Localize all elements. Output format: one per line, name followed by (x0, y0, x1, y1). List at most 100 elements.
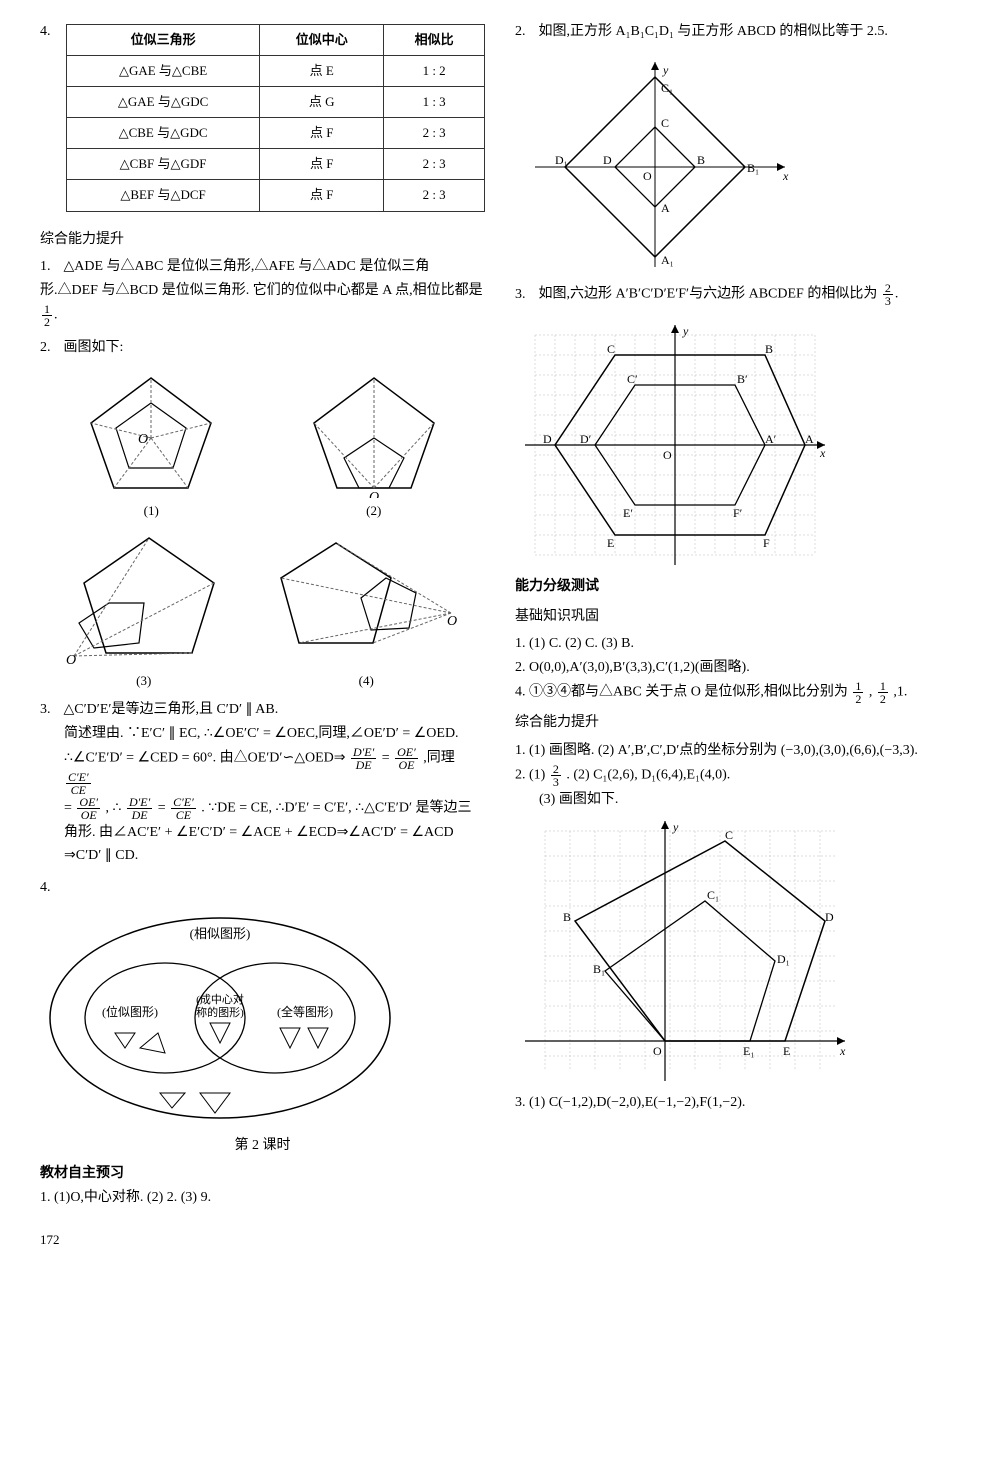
th-1: 位似中心 (260, 25, 384, 56)
svg-text:D: D (603, 153, 612, 167)
svg-text:A₁: A₁ (661, 253, 674, 267)
adv-q1: 1. (1) 画图略. (2) A′,B′,C′,D′点的坐标分别为 (−3,0… (515, 739, 960, 763)
section-教材自主预习: 教材自主预习 (40, 1162, 485, 1186)
q1-fraction: 1 2 (42, 303, 52, 328)
base-q4-f2: 12 (878, 680, 888, 705)
svg-text:D′: D′ (580, 432, 592, 446)
svg-text:B: B (697, 153, 705, 167)
square-figure: y x C₁ C B₁ B D₁ D O A A₁ (515, 52, 960, 282)
th-0: 位似三角形 (67, 25, 260, 56)
svg-text:B₁: B₁ (747, 161, 759, 175)
svg-text:C′: C′ (627, 372, 638, 386)
lesson-title: 第 2 课时 (40, 1134, 485, 1158)
adv-q2c: (3) 画图如下. (515, 788, 960, 812)
r-q3-number: 3. (515, 283, 535, 307)
q3-frac4: OE′OE (77, 796, 100, 821)
pentagon-row-2: O (3) O (4) (40, 528, 485, 692)
svg-text:D: D (543, 432, 552, 446)
svg-text:C₁: C₁ (707, 888, 719, 902)
adv-q2-frac: 23 (551, 763, 561, 788)
q3-line3d: . ∵DE = CE, ∴D′E′ = C′E′, ∴△C′E′D′ 是等边三角… (64, 800, 472, 863)
table-row: △CBE 与△GDC点 F2 : 3 (67, 118, 485, 149)
section-综合能力提升: 综合能力提升 (40, 228, 485, 252)
svg-text:(相似图形): (相似图形) (190, 926, 251, 941)
q4-table-block: 4. 位似三角形 位似中心 相似比 △GAE 与△CBE点 E1 : 2△GAE… (40, 20, 485, 222)
page-number: 172 (40, 1229, 485, 1251)
pentagon-4: O (4) (271, 528, 461, 692)
pentagon-1: O (1) (76, 368, 226, 522)
pentagon-grid-figure: y x C C₁ B D B₁ D₁ O E₁ E (515, 811, 960, 1091)
q3-frac6: C′E′CE (171, 796, 196, 821)
svg-text:O: O (66, 653, 76, 668)
r-q2-text: 如图,正方形 A₁B₁C₁D₁ 与正方形 ABCD 的相似比等于 2.5. (539, 24, 888, 39)
fig-label-3: (3) (64, 670, 224, 692)
base-q4: 4. ①③④都与△ABC 关于点 O 是位似形,相似比分别为 12 , 12 ,… (515, 680, 960, 705)
svg-text:A: A (805, 432, 814, 446)
q2-text: 画图如下: (64, 340, 124, 355)
venn-diagram: (相似图形) (位似图形) (成中心对 称的图形) (全等图形) (40, 908, 485, 1128)
left-q4-venn: 4. (40, 876, 485, 900)
svg-text:E₁: E₁ (743, 1044, 755, 1058)
preview-q1: 1. (1)O,中心对称. (2) 2. (3) 9. (40, 1186, 485, 1210)
svg-text:x: x (782, 169, 789, 183)
adv-q3: 3. (1) C(−1,2),D(−2,0),E(−1,−2),F(1,−2). (515, 1091, 960, 1115)
svg-text:B′: B′ (737, 372, 748, 386)
svg-text:F: F (763, 536, 770, 550)
svg-text:x: x (819, 446, 826, 460)
svg-text:D₁: D₁ (555, 153, 568, 167)
svg-text:C: C (607, 342, 615, 356)
svg-text:(全等图形): (全等图形) (277, 1004, 333, 1019)
r-q2-number: 2. (515, 20, 535, 44)
svg-text:B: B (765, 342, 773, 356)
svg-text:(位似图形): (位似图形) (102, 1004, 158, 1019)
right-q2: 2. 如图,正方形 A₁B₁C₁D₁ 与正方形 ABCD 的相似比等于 2.5. (515, 20, 960, 44)
fig-label-4: (4) (271, 670, 461, 692)
svg-text:y: y (672, 820, 679, 834)
svg-text:A: A (661, 201, 670, 215)
svg-text:B: B (563, 910, 571, 924)
svg-text:C: C (725, 828, 733, 842)
q3-frac3: C′E′CE (66, 771, 91, 796)
q1-text: △ADE 与△ABC 是位似三角形,△AFE 与△ADC 是位似三角形.△DEF… (40, 259, 483, 298)
right-q3: 3. 如图,六边形 A′B′C′D′E′F′与六边形 ABCDEF 的相似比为 … (515, 282, 960, 307)
fig-label-1: (1) (76, 500, 226, 522)
r-q3-text: 如图,六边形 A′B′C′D′E′F′与六边形 ABCDEF 的相似比为 (539, 287, 878, 302)
th-2: 相似比 (384, 25, 485, 56)
svg-text:D: D (825, 910, 834, 924)
svg-text:y: y (662, 63, 669, 77)
svg-text:O: O (447, 614, 457, 629)
svg-text:C₁: C₁ (661, 81, 673, 95)
q2-number: 2. (40, 336, 60, 360)
svg-text:O: O (643, 169, 652, 183)
q3-frac1: D′E′DE (351, 746, 376, 771)
q3-number: 3. (40, 698, 60, 722)
section-能力分级测试: 能力分级测试 (515, 575, 960, 599)
left-q2: 2. 画图如下: (40, 336, 485, 360)
svg-text:F′: F′ (733, 506, 743, 520)
table-row: △BEF 与△DCF点 F2 : 3 (67, 180, 485, 211)
base-q2: 2. O(0,0),A′(3,0),B′(3,3),C′(1,2)(画图略). (515, 656, 960, 680)
svg-text:B₁: B₁ (593, 962, 605, 976)
base-q1: 1. (1) C. (2) C. (3) B. (515, 632, 960, 656)
svg-text:称的图形): 称的图形) (196, 1005, 244, 1019)
svg-text:E: E (607, 536, 614, 550)
left-q1: 1. △ADE 与△ABC 是位似三角形,△AFE 与△ADC 是位似三角形.△… (40, 255, 485, 328)
pentagon-3: O (3) (64, 528, 224, 692)
table-row: △GAE 与△CBE点 E1 : 2 (67, 56, 485, 87)
q1-number: 1. (40, 255, 60, 279)
sub-综合能力提升: 综合能力提升 (515, 711, 960, 735)
svg-text:O: O (138, 432, 148, 447)
pentagon-2: O (2) (299, 368, 449, 522)
svg-text:A′: A′ (765, 432, 777, 446)
r-q3-frac: 2 3 (883, 282, 893, 307)
svg-text:O: O (653, 1044, 662, 1058)
q4-number: 4. (40, 20, 60, 44)
q4-number: 4. (40, 876, 60, 900)
base-q4-f1: 12 (853, 680, 863, 705)
svg-text:O: O (369, 490, 379, 498)
q3-line1: △C′D′E′是等边三角形,且 C′D′ ∥ AB. (64, 702, 279, 717)
q3-frac5: D′E′DE (127, 796, 152, 821)
svg-text:E: E (783, 1044, 790, 1058)
similarity-table: 位似三角形 位似中心 相似比 △GAE 与△CBE点 E1 : 2△GAE 与△… (66, 24, 485, 212)
q3-frac2: OE′OE (395, 746, 418, 771)
